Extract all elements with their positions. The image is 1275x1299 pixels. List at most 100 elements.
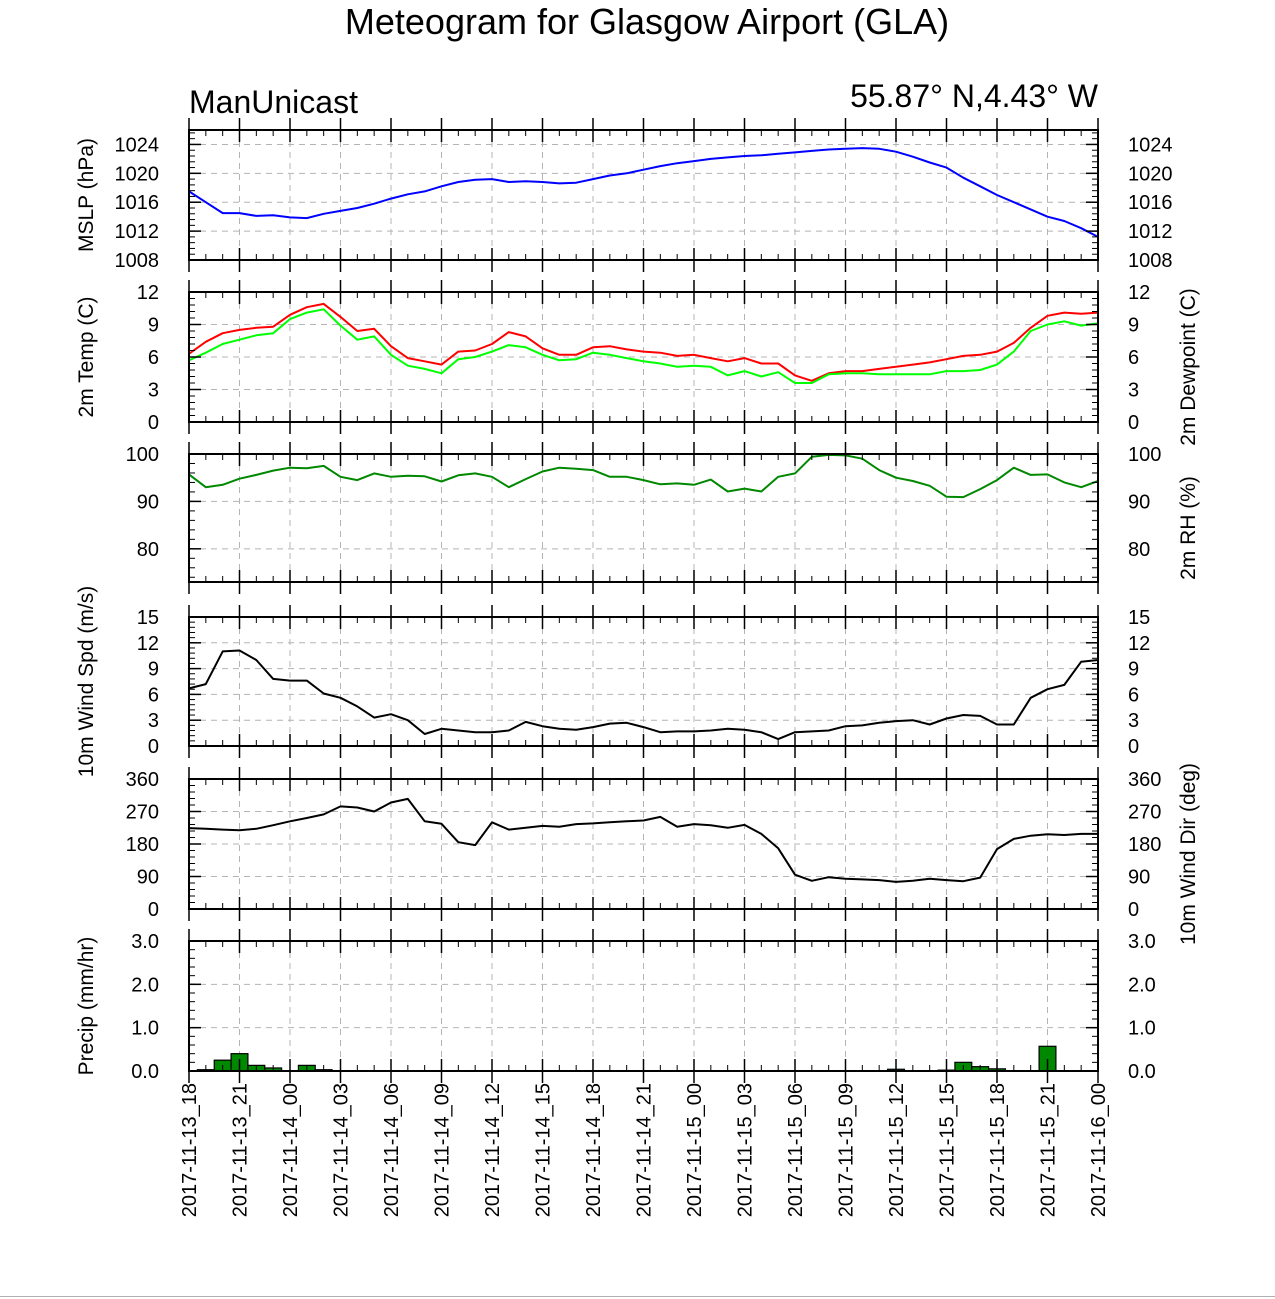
y-tick-label-right: 3.0	[1128, 931, 1156, 953]
y-axis-title-right: 2m Dewpoint (C)	[1177, 288, 1200, 446]
x-tick-label: 2017-11-14_06	[381, 1083, 403, 1217]
x-tick-label: 2017-11-15_18	[987, 1083, 1009, 1217]
y-tick-label-left: 1012	[115, 221, 160, 243]
y-tick-label-left: 6	[148, 684, 159, 706]
x-tick-label: 2017-11-13_18	[179, 1083, 201, 1217]
panel-frame	[188, 616, 1099, 747]
x-axis-labels: 2017-11-13_18 2017-11-13_21 2017-11-14_00 2…	[179, 1083, 1110, 1217]
y-tick-label-right: 6	[1128, 347, 1139, 369]
panel-frame	[188, 453, 1099, 583]
y-tick-label-right: 1.0	[1128, 1018, 1156, 1040]
y-tick-label-right: 80	[1128, 539, 1150, 561]
y-axis-title-left: Precip (mm/hr)	[75, 937, 98, 1076]
y-tick-label-right: 1016	[1128, 192, 1173, 214]
y-tick-label-right: 0.0	[1128, 1061, 1156, 1083]
panel-frame	[188, 291, 1099, 423]
y-tick-label-right: 12	[1128, 282, 1150, 304]
y-tick-label-left: 0	[148, 899, 159, 921]
y-tick-label-left: 1008	[115, 250, 160, 272]
y-tick-label-right: 100	[1128, 444, 1161, 466]
y-tick-label-left: 6	[148, 347, 159, 369]
model-label: ManUnicast	[189, 84, 358, 120]
y-tick-label-left: 12	[137, 282, 159, 304]
x-tick-label: 2017-11-15_06	[785, 1083, 807, 1217]
y-tick-label-right: 1020	[1128, 163, 1173, 185]
y-tick-label-right: 1024	[1128, 134, 1173, 156]
y-tick-label-right: 0	[1128, 412, 1139, 434]
y-tick-label-left: 0	[148, 736, 159, 758]
y-tick-label-right: 15	[1128, 607, 1150, 629]
y-tick-label-left: 1.0	[131, 1018, 159, 1040]
series-line-mslp	[188, 147, 1099, 238]
y-tick-label-left: 2.0	[131, 974, 159, 996]
y-tick-label-left: 90	[137, 867, 159, 889]
panel-frame	[188, 129, 1099, 261]
y-tick-label-right: 12	[1128, 633, 1150, 655]
x-tick-label: 2017-11-15_15	[937, 1083, 959, 1217]
y-tick-label-right: 9	[1128, 659, 1139, 681]
y-tick-label-left: 1016	[115, 192, 160, 214]
y-tick-label-left: 15	[137, 607, 159, 629]
y-axis-title-left: 10m Wind Spd (m/s)	[75, 586, 98, 777]
y-tick-label-right: 6	[1128, 684, 1139, 706]
x-tick-label: 2017-11-13_21	[230, 1083, 252, 1217]
x-tick-label: 2017-11-14_12	[482, 1083, 504, 1217]
series-line-wind	[188, 649, 1099, 741]
y-tick-label-left: 0.0	[131, 1061, 159, 1083]
series-line-temp	[188, 302, 1099, 382]
y-tick-label-right: 1012	[1128, 221, 1173, 243]
y-tick-label-left: 3	[148, 380, 159, 402]
x-tick-label: 2017-11-16_00	[1088, 1083, 1110, 1217]
y-tick-label-left: 270	[126, 802, 159, 824]
location-label: 55.87° N,4.43° W	[850, 78, 1099, 114]
x-tick-label: 2017-11-15_12	[886, 1083, 908, 1217]
y-tick-label-right: 180	[1128, 834, 1161, 856]
y-tick-label-left: 360	[126, 769, 159, 791]
series-line-dewpoint	[188, 308, 1099, 384]
panels-group: 1008 1008 1012 1012 1016 1016 1020 1020 1024 1024…	[75, 118, 1200, 1083]
panel-mslp: 1008 1008 1012 1012 1016 1016 1020 1020 1024 1024…	[75, 118, 1173, 272]
x-tick-label: 2017-11-14_18	[583, 1083, 605, 1217]
y-axis-title-right: 10m Wind Dir (deg)	[1177, 763, 1200, 945]
y-tick-label-right: 90	[1128, 867, 1150, 889]
panel-precip: 0.0 0.0 1.0 1.0 2.0 2.0 3.0 3.0 Precip (mm/hr)	[75, 929, 1156, 1083]
y-tick-label-right: 360	[1128, 769, 1161, 791]
panel-frame	[188, 940, 1099, 1072]
y-tick-label-right: 3	[1128, 380, 1139, 402]
panel-wind: 0 0 3 3 6 6 9 9 12 12 15 15 10m Wind Spd (m/s)	[75, 586, 1150, 777]
y-tick-label-left: 9	[148, 315, 159, 337]
series-line-rh	[188, 453, 1099, 499]
x-tick-label: 2017-11-15_09	[836, 1083, 858, 1217]
y-tick-label-right: 2.0	[1128, 974, 1156, 996]
x-tick-label: 2017-11-14_03	[331, 1083, 353, 1217]
y-tick-label-right: 0	[1128, 899, 1139, 921]
panel-winddir: 0 0 90 90 180 180 270 270 360 360 10m Wind Dir (de…	[126, 763, 1200, 945]
x-tick-label: 2017-11-15_03	[735, 1083, 757, 1217]
panel-rh: 80 80 90 90 100 100 2m RH (%)	[126, 442, 1200, 594]
y-tick-label-right: 270	[1128, 802, 1161, 824]
x-tick-label: 2017-11-14_15	[533, 1083, 555, 1217]
panel-temp: 0 0 3 3 6 6 9 9 12 12 2m Temp (C) 2m Dewpoint (C)	[75, 280, 1200, 446]
chart-title: Meteogram for Glasgow Airport (GLA)	[345, 1, 949, 42]
y-tick-label-left: 9	[148, 659, 159, 681]
series-line-wind	[188, 797, 1098, 883]
y-tick-label-left: 180	[126, 834, 159, 856]
y-tick-label-left: 100	[126, 444, 159, 466]
y-tick-label-right: 90	[1128, 491, 1150, 513]
y-tick-label-right: 9	[1128, 315, 1139, 337]
y-tick-label-left: 0	[148, 412, 159, 434]
x-tick-label: 2017-11-14_09	[432, 1083, 454, 1217]
bottom-divider	[0, 1296, 1275, 1297]
y-tick-label-left: 12	[137, 633, 159, 655]
y-tick-label-left: 3	[148, 710, 159, 732]
x-tick-label: 2017-11-14_21	[634, 1083, 656, 1217]
y-tick-label-right: 3	[1128, 710, 1139, 732]
x-tick-label: 2017-11-15_21	[1038, 1083, 1060, 1217]
y-axis-title-right: 2m RH (%)	[1177, 476, 1200, 580]
x-tick-label: 2017-11-15_00	[684, 1083, 706, 1217]
y-tick-label-right: 0	[1128, 736, 1139, 758]
y-tick-label-left: 1020	[115, 163, 160, 185]
panel-frame	[188, 778, 1099, 910]
y-tick-label-left: 1024	[115, 134, 160, 156]
